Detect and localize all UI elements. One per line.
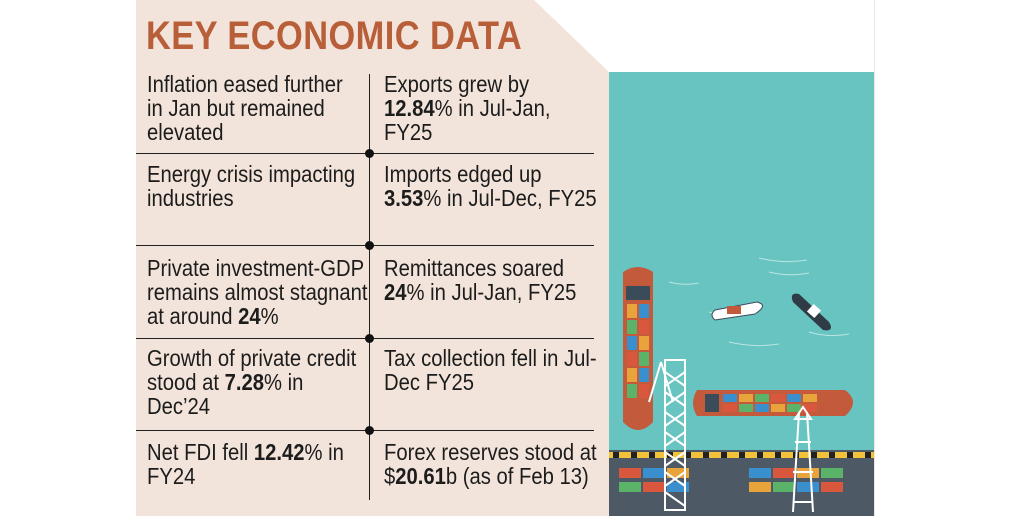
crane-left xyxy=(648,359,686,511)
data-cell-left: Net FDI fell 12.42% in FY24 xyxy=(147,440,344,488)
cell-text: Forex reserves stood at xyxy=(384,439,597,465)
cell-text: % in Jul-Dec, FY25 xyxy=(423,185,597,211)
highlight-value: 3.53 xyxy=(384,185,424,211)
highlight-value: 7.28 xyxy=(224,369,265,395)
cell-line: Remittances soared xyxy=(384,256,576,280)
cell-text: % in Jul-Jan, FY25 xyxy=(406,279,577,305)
cell-text: industries xyxy=(147,185,234,211)
cell-text: stood at xyxy=(147,369,225,395)
tugboat xyxy=(791,293,831,331)
cell-line: 24% in Jul-Jan, FY25 xyxy=(384,280,576,304)
cell-text: Remittances soared xyxy=(384,255,565,281)
cargo-ship-vertical xyxy=(623,267,653,430)
cell-text: FY24 xyxy=(147,463,196,489)
data-cell-right: Remittances soared 24% in Jul-Jan, FY25 xyxy=(384,256,576,304)
cell-line: 3.53% in Jul-Dec, FY25 xyxy=(384,186,597,210)
cell-line: $20.61b (as of Feb 13) xyxy=(384,464,597,488)
data-cell-right: Tax collection fell in Jul- Dec FY25 xyxy=(384,346,597,394)
divider-dot xyxy=(365,334,374,343)
cell-text: $ xyxy=(384,463,396,489)
divider-dot xyxy=(365,241,374,250)
divider-dot xyxy=(365,149,374,158)
cell-line: stood at 7.28% in xyxy=(147,370,356,394)
highlight-value: 12.42 xyxy=(253,439,305,465)
cell-line: Dec’24 xyxy=(147,394,356,418)
cell-text: Energy crisis impacting xyxy=(147,161,356,187)
cell-line: Dec FY25 xyxy=(384,370,597,394)
data-cell-right: Imports edged up 3.53% in Jul-Dec, FY25 xyxy=(384,162,597,210)
cell-text: % in xyxy=(264,369,304,395)
cell-line: FY25 xyxy=(384,120,551,144)
port-illustration xyxy=(609,72,874,516)
cell-text: Imports edged up xyxy=(384,161,542,187)
cell-text: Growth of private credit xyxy=(147,345,357,371)
cell-text: Net FDI fell xyxy=(147,439,254,465)
cell-text: % in xyxy=(304,439,344,465)
cell-line: Imports edged up xyxy=(384,162,597,186)
cell-text: Private investment-GDP xyxy=(147,255,365,281)
dock-stripe-hatch xyxy=(613,452,871,458)
cell-line: Growth of private credit xyxy=(147,346,356,370)
column-divider xyxy=(369,74,370,500)
cell-text: elevated xyxy=(147,119,224,145)
cell-text: remains almost stagnant xyxy=(147,279,368,305)
highlight-value: 12.84 xyxy=(384,95,435,121)
cargo-ship-horizontal xyxy=(693,390,853,416)
cell-text: Exports grew by xyxy=(384,71,530,97)
highlight-value: 20.61 xyxy=(395,463,446,489)
small-boat xyxy=(711,301,763,321)
highlight-value: 24 xyxy=(238,303,261,329)
cell-line: Tax collection fell in Jul- xyxy=(384,346,597,370)
cell-text: Dec’24 xyxy=(147,393,211,419)
data-cell-left: Growth of private credit stood at 7.28% i… xyxy=(147,346,356,418)
cell-text: FY25 xyxy=(384,119,433,145)
cell-line: FY24 xyxy=(147,464,344,488)
cell-line: Inflation eased further xyxy=(147,72,343,96)
cell-line: elevated xyxy=(147,120,343,144)
crane-right xyxy=(792,405,814,513)
data-cell-left: Energy crisis impacting industries xyxy=(147,162,355,210)
cell-text: Tax collection fell in Jul- xyxy=(384,345,597,371)
cell-line: Net FDI fell 12.42% in xyxy=(147,440,344,464)
cell-line: at around 24% xyxy=(147,304,368,328)
cell-line: Forex reserves stood at xyxy=(384,440,597,464)
cell-text: Dec FY25 xyxy=(384,369,474,395)
data-cell-right: Exports grew by 12.84% in Jul-Jan, FY25 xyxy=(384,72,551,144)
divider-dot xyxy=(365,426,374,435)
data-cell-left: Inflation eased further in Jan but remain… xyxy=(147,72,343,144)
cell-line: Energy crisis impacting xyxy=(147,162,355,186)
cell-line: Exports grew by xyxy=(384,72,551,96)
water xyxy=(609,72,874,516)
cell-text: b (as of Feb 13) xyxy=(445,463,589,489)
cell-line: remains almost stagnant xyxy=(147,280,368,304)
data-cell-left: Private investment-GDP remains almost sta… xyxy=(147,256,368,328)
infographic-title: KEY ECONOMIC DATA xyxy=(146,14,523,58)
cell-text: Inflation eased further xyxy=(147,71,343,97)
cell-text: % in Jul-Jan, xyxy=(434,95,551,121)
cell-line: Private investment-GDP xyxy=(147,256,368,280)
highlight-value: 24 xyxy=(384,279,407,305)
cell-text: % xyxy=(260,303,279,329)
data-cell-right: Forex reserves stood at $20.61b (as of Fe… xyxy=(384,440,597,488)
cell-line: industries xyxy=(147,186,355,210)
cell-text: in Jan but remained xyxy=(147,95,325,121)
cell-text: at around xyxy=(147,303,239,329)
cell-line: 12.84% in Jul-Jan, xyxy=(384,96,551,120)
cell-line: in Jan but remained xyxy=(147,96,343,120)
